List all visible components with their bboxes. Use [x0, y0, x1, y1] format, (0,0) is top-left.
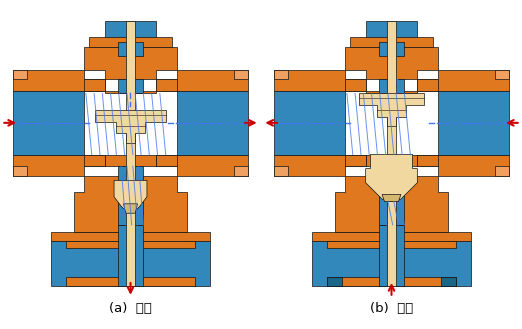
Polygon shape	[417, 155, 438, 166]
Polygon shape	[74, 176, 187, 232]
Polygon shape	[312, 232, 471, 241]
Polygon shape	[366, 21, 417, 56]
Polygon shape	[274, 70, 366, 91]
Polygon shape	[105, 91, 156, 93]
Polygon shape	[84, 46, 177, 79]
Polygon shape	[495, 70, 509, 79]
Polygon shape	[312, 232, 471, 286]
Polygon shape	[327, 277, 456, 286]
Polygon shape	[96, 110, 165, 143]
Polygon shape	[13, 155, 105, 176]
Polygon shape	[66, 241, 195, 248]
Polygon shape	[84, 155, 105, 166]
Text: (b)  合流: (b) 合流	[370, 302, 413, 315]
Bar	[126, 21, 135, 286]
Polygon shape	[234, 70, 248, 79]
Polygon shape	[378, 79, 405, 93]
Polygon shape	[274, 70, 288, 79]
Polygon shape	[378, 42, 405, 56]
Polygon shape	[366, 155, 417, 166]
Polygon shape	[13, 166, 27, 176]
Polygon shape	[345, 46, 438, 79]
Polygon shape	[274, 166, 288, 176]
Polygon shape	[378, 225, 405, 286]
Polygon shape	[51, 232, 210, 286]
Polygon shape	[438, 91, 509, 155]
Polygon shape	[327, 277, 342, 286]
Polygon shape	[378, 166, 405, 225]
Polygon shape	[335, 176, 448, 232]
Polygon shape	[117, 225, 144, 286]
Polygon shape	[51, 232, 210, 241]
Polygon shape	[345, 79, 366, 91]
Polygon shape	[114, 180, 147, 213]
Polygon shape	[156, 79, 177, 91]
Polygon shape	[382, 194, 401, 201]
Bar	[387, 21, 396, 286]
Polygon shape	[417, 70, 509, 91]
Polygon shape	[105, 155, 156, 166]
Polygon shape	[117, 79, 144, 93]
Polygon shape	[89, 37, 172, 46]
Polygon shape	[124, 204, 137, 213]
Polygon shape	[13, 91, 84, 155]
Polygon shape	[13, 70, 105, 91]
Polygon shape	[84, 79, 105, 91]
Polygon shape	[366, 91, 417, 93]
Polygon shape	[350, 37, 433, 46]
Polygon shape	[441, 277, 456, 286]
Polygon shape	[366, 155, 417, 201]
Polygon shape	[156, 155, 248, 176]
Polygon shape	[359, 93, 424, 126]
Polygon shape	[234, 166, 248, 176]
Text: (a)  分流: (a) 分流	[109, 302, 152, 315]
Polygon shape	[117, 166, 144, 225]
Polygon shape	[274, 155, 366, 176]
Polygon shape	[13, 70, 27, 79]
Polygon shape	[177, 91, 248, 155]
Polygon shape	[345, 155, 366, 166]
Polygon shape	[327, 241, 456, 248]
Polygon shape	[417, 155, 509, 176]
Polygon shape	[105, 21, 156, 56]
Polygon shape	[156, 70, 248, 91]
Polygon shape	[495, 166, 509, 176]
Polygon shape	[156, 155, 177, 166]
Polygon shape	[117, 42, 144, 56]
Polygon shape	[274, 91, 345, 155]
Polygon shape	[66, 277, 195, 286]
Polygon shape	[417, 79, 438, 91]
